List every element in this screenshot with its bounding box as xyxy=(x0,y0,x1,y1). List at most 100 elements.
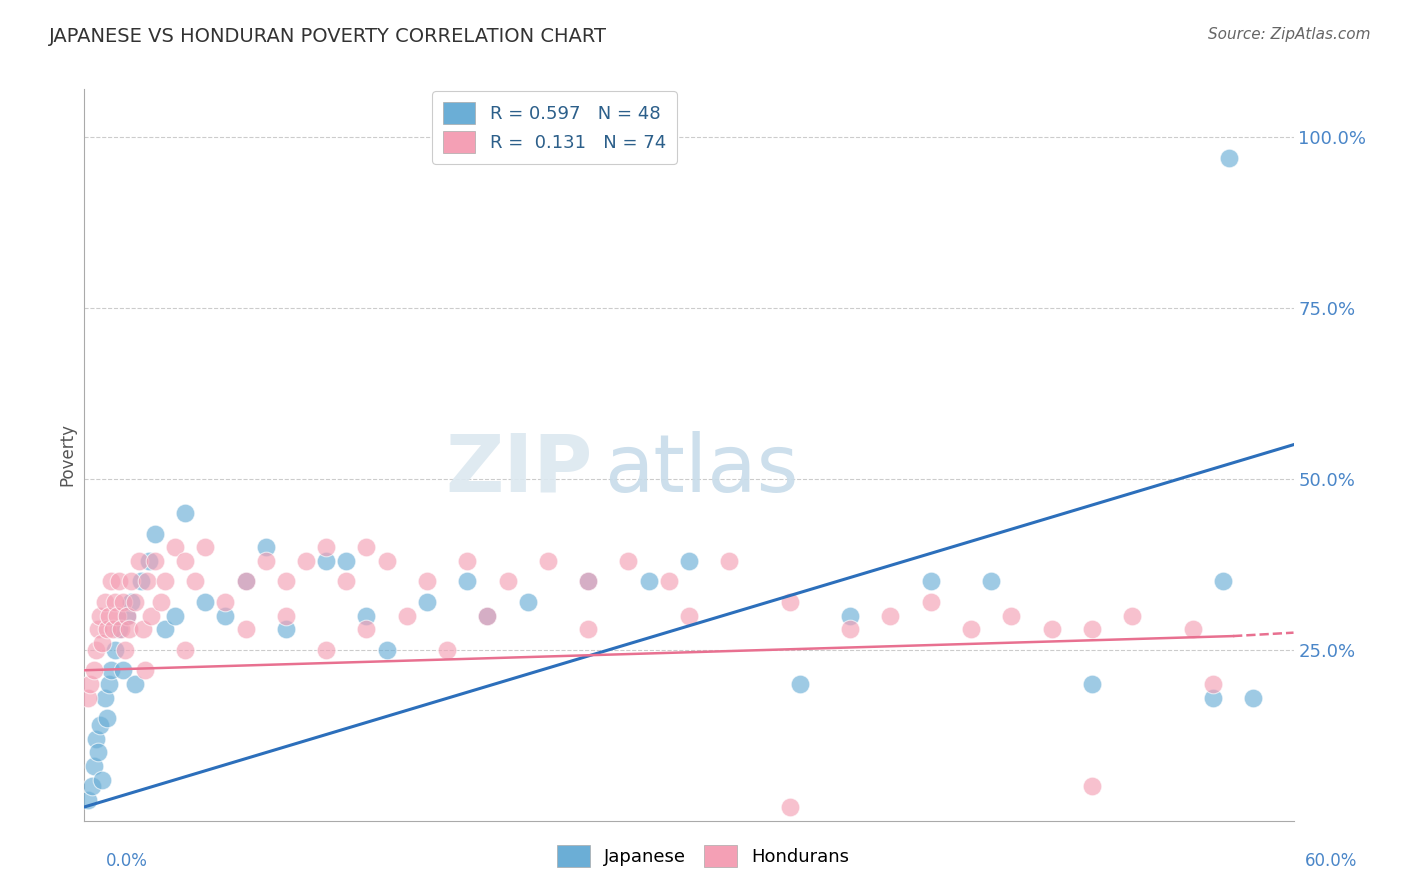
Text: JAPANESE VS HONDURAN POVERTY CORRELATION CHART: JAPANESE VS HONDURAN POVERTY CORRELATION… xyxy=(49,27,607,45)
Point xyxy=(77,690,100,705)
Point xyxy=(779,800,801,814)
Point xyxy=(100,663,122,677)
Point xyxy=(184,574,207,589)
Point xyxy=(315,540,337,554)
Point xyxy=(254,540,277,554)
Point xyxy=(104,642,127,657)
Point xyxy=(128,554,150,568)
Point xyxy=(96,622,118,636)
Text: ZIP: ZIP xyxy=(444,431,592,508)
Point xyxy=(274,608,297,623)
Point xyxy=(83,663,105,677)
Point xyxy=(79,677,101,691)
Point xyxy=(436,642,458,657)
Point xyxy=(839,608,862,623)
Point xyxy=(879,608,901,623)
Point xyxy=(165,540,187,554)
Point xyxy=(335,554,357,568)
Text: 60.0%: 60.0% xyxy=(1305,852,1357,870)
Point xyxy=(214,608,236,623)
Point xyxy=(477,608,499,623)
Point xyxy=(576,622,599,636)
Point xyxy=(174,506,197,520)
Point xyxy=(132,622,155,636)
Point xyxy=(214,595,236,609)
Point xyxy=(174,554,197,568)
Point xyxy=(456,574,478,589)
Point xyxy=(165,608,187,623)
Point xyxy=(456,554,478,568)
Point xyxy=(315,642,337,657)
Point xyxy=(118,622,141,636)
Point xyxy=(100,574,122,589)
Legend: R = 0.597   N = 48, R =  0.131   N = 74: R = 0.597 N = 48, R = 0.131 N = 74 xyxy=(432,91,676,164)
Point xyxy=(97,677,120,691)
Point xyxy=(129,574,152,589)
Point xyxy=(105,608,128,623)
Point xyxy=(235,574,257,589)
Point xyxy=(356,608,378,623)
Point xyxy=(1081,780,1104,794)
Point xyxy=(134,663,156,677)
Point xyxy=(91,772,114,787)
Point xyxy=(235,622,257,636)
Point xyxy=(295,554,318,568)
Point xyxy=(101,622,124,636)
Point xyxy=(124,595,146,609)
Point xyxy=(97,608,120,623)
Point xyxy=(1081,677,1104,691)
Point xyxy=(576,574,599,589)
Point xyxy=(416,595,439,609)
Legend: Japanese, Hondurans: Japanese, Hondurans xyxy=(550,838,856,874)
Point xyxy=(576,574,599,589)
Point xyxy=(789,677,811,691)
Point xyxy=(678,554,700,568)
Point xyxy=(617,554,640,568)
Point xyxy=(143,554,166,568)
Point xyxy=(89,608,111,623)
Point xyxy=(93,595,115,609)
Point xyxy=(920,574,942,589)
Point xyxy=(1202,690,1225,705)
Point xyxy=(356,622,378,636)
Point xyxy=(1081,622,1104,636)
Point xyxy=(537,554,560,568)
Point xyxy=(496,574,519,589)
Point xyxy=(779,595,801,609)
Point xyxy=(111,595,134,609)
Point xyxy=(174,642,197,657)
Point xyxy=(1218,151,1240,165)
Point xyxy=(138,554,160,568)
Point xyxy=(274,574,297,589)
Point xyxy=(110,622,132,636)
Point xyxy=(375,554,398,568)
Point xyxy=(637,574,659,589)
Point xyxy=(124,677,146,691)
Point xyxy=(1202,677,1225,691)
Point xyxy=(477,608,499,623)
Point xyxy=(416,574,439,589)
Point xyxy=(254,554,277,568)
Point xyxy=(96,711,118,725)
Point xyxy=(718,554,741,568)
Point xyxy=(839,622,862,636)
Point xyxy=(83,759,105,773)
Point xyxy=(107,622,129,636)
Point xyxy=(149,595,172,609)
Point xyxy=(1181,622,1204,636)
Point xyxy=(658,574,681,589)
Point xyxy=(120,574,142,589)
Point xyxy=(235,574,257,589)
Point xyxy=(135,574,157,589)
Point xyxy=(194,595,217,609)
Point xyxy=(1241,690,1264,705)
Point xyxy=(1212,574,1234,589)
Y-axis label: Poverty: Poverty xyxy=(58,424,76,486)
Point xyxy=(395,608,418,623)
Point xyxy=(920,595,942,609)
Point xyxy=(89,718,111,732)
Point xyxy=(82,780,104,794)
Point xyxy=(107,574,129,589)
Point xyxy=(1121,608,1143,623)
Point xyxy=(315,554,337,568)
